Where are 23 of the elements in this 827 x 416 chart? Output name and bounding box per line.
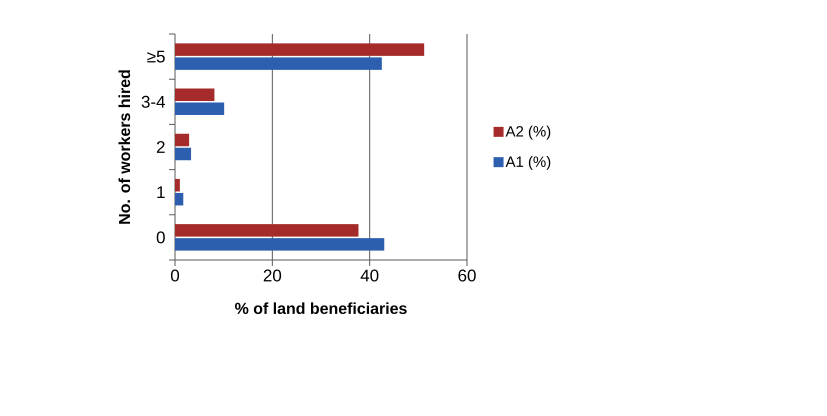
bar bbox=[175, 88, 214, 102]
x-tick-label: 60 bbox=[458, 270, 476, 282]
legend-label: A1 (%) bbox=[506, 156, 550, 170]
y-tick-label: 2 bbox=[156, 141, 165, 153]
y-axis-title: No. of workers hired bbox=[118, 70, 130, 224]
bar bbox=[175, 224, 358, 237]
y-tick-label: ≥5 bbox=[147, 50, 165, 63]
x-tick-label: 40 bbox=[360, 270, 378, 282]
legend-label: A2 (%) bbox=[506, 126, 550, 140]
bar bbox=[175, 43, 424, 56]
x-tick-label: 20 bbox=[264, 270, 282, 282]
x-axis-title: % of land beneficiaries bbox=[235, 302, 407, 314]
bar bbox=[175, 178, 180, 192]
y-tick-label: 3-4 bbox=[142, 96, 165, 108]
y-tick-label: 1 bbox=[157, 186, 165, 198]
y-tick-label: 0 bbox=[156, 231, 165, 244]
bar bbox=[175, 102, 224, 116]
x-tick-label: 0 bbox=[170, 270, 180, 282]
bar bbox=[175, 238, 384, 251]
bar bbox=[175, 148, 192, 160]
bar bbox=[175, 134, 190, 146]
bar bbox=[175, 57, 382, 70]
bar bbox=[175, 192, 184, 206]
